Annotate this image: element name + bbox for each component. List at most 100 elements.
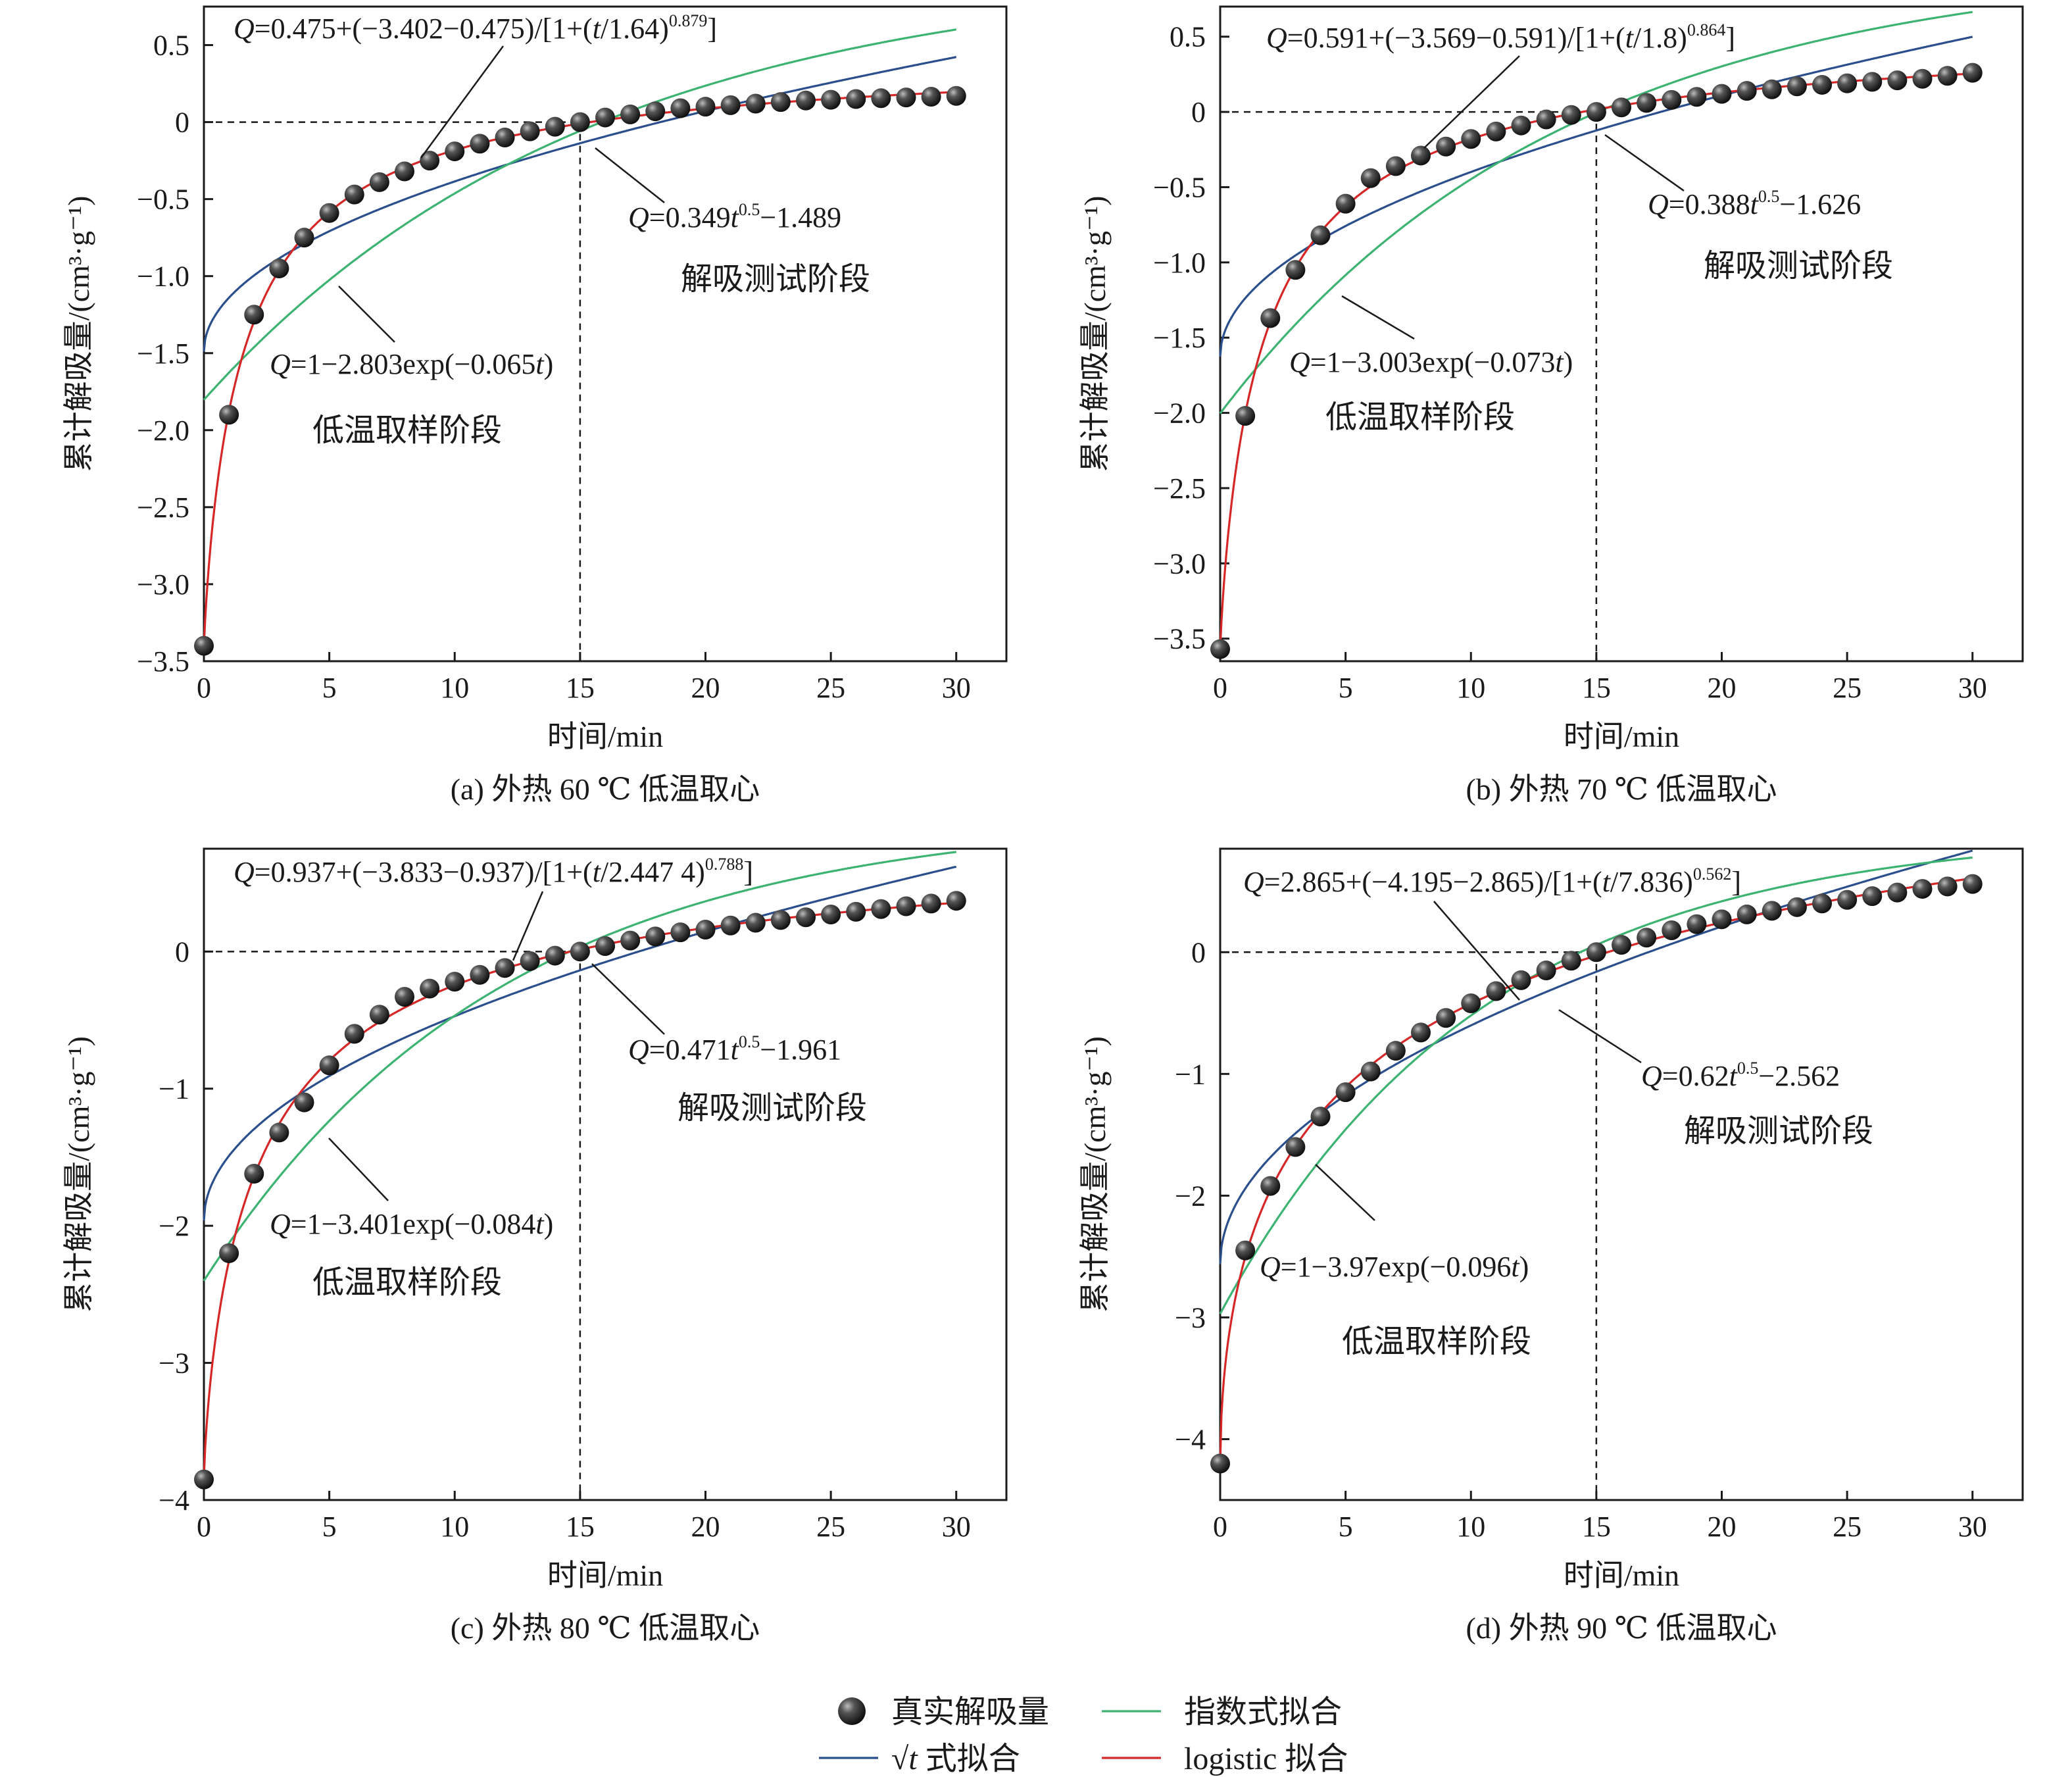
x-tick-label: 5 <box>1339 1511 1353 1543</box>
data-point <box>1285 260 1306 280</box>
data-point <box>570 941 590 962</box>
x-tick-label: 5 <box>1339 672 1353 704</box>
x-tick-label: 15 <box>566 672 595 704</box>
data-point <box>1887 882 1908 903</box>
data-point <box>470 134 490 154</box>
y-tick-label: −3.5 <box>137 645 189 678</box>
data-point <box>1787 897 1807 917</box>
x-tick-label: 0 <box>197 672 211 704</box>
y-tick-label: 0 <box>1191 96 1206 128</box>
data-point <box>1586 102 1606 122</box>
exp-leader-line <box>1315 1164 1375 1221</box>
data-point <box>520 121 540 141</box>
sqrt-fit-curve <box>203 56 957 352</box>
data-point <box>921 86 941 107</box>
x-tick-label: 0 <box>1213 1511 1227 1543</box>
data-point <box>1210 639 1230 659</box>
y-tick-label: −1.0 <box>1153 247 1206 279</box>
data-point <box>1561 105 1581 125</box>
x-tick-label: 20 <box>691 1511 720 1543</box>
y-tick-label: −2 <box>1175 1180 1206 1212</box>
exp-leader-line <box>1341 295 1415 340</box>
x-axis-label: 时间/min <box>547 720 663 753</box>
data-point <box>1210 1453 1230 1474</box>
x-tick-label: 25 <box>1833 672 1862 704</box>
data-point <box>720 915 741 936</box>
data-point <box>846 901 866 922</box>
data-point <box>921 893 941 914</box>
data-point <box>745 93 766 114</box>
data-point <box>695 97 716 117</box>
data-point <box>645 926 666 947</box>
data-point <box>871 899 891 919</box>
data-point <box>946 891 966 911</box>
data-point <box>1937 66 1958 86</box>
legend: 真实解吸量 指数式拟合 √t 式拟合 logistic 拟合 <box>819 1695 1348 1776</box>
data-point <box>1536 109 1556 130</box>
data-point <box>821 89 841 110</box>
data-point <box>420 151 440 171</box>
y-axis-label: 累计解吸量/(cm³·g⁻¹) <box>62 196 95 472</box>
data-point <box>269 1122 289 1143</box>
x-tick-label: 5 <box>322 1511 337 1543</box>
data-point <box>520 951 540 971</box>
data-point <box>1862 72 1883 92</box>
x-tick-label: 10 <box>1456 672 1485 704</box>
x-tick-label: 15 <box>1582 1511 1611 1543</box>
y-tick-label: 0.5 <box>1170 21 1206 53</box>
data-point <box>445 972 465 992</box>
data-point <box>344 1024 364 1044</box>
sqrt-equation: Q=0.349t0.5−1.489 <box>628 200 841 234</box>
sqrt-equation: Q=0.62t0.5−2.562 <box>1641 1059 1840 1092</box>
data-point <box>269 259 289 278</box>
data-point <box>1637 928 1657 948</box>
y-tick-label: −1.5 <box>137 338 189 370</box>
y-tick-label: −1.0 <box>137 261 189 293</box>
logistic-equation: Q=0.591+(−3.569−0.591)/[1+(t/1.8)0.864] <box>1266 20 1735 54</box>
data-point <box>871 88 891 109</box>
data-point <box>645 101 666 122</box>
chart-panel-d: 0 5 10 15 20 25 30 −4 −3 −2 −1 0 时间/min 累计解吸量/(cm³·g⁻… <box>1078 847 2024 1645</box>
x-tick-label: 30 <box>942 1511 971 1543</box>
data-point <box>1486 981 1506 1001</box>
data-point <box>1912 68 1933 89</box>
data-point <box>1812 74 1832 95</box>
exp-leader-line <box>328 1138 389 1201</box>
panel-caption: (d) 外热 90 ℃ 低温取心 <box>1466 1611 1777 1645</box>
data-point <box>1235 1240 1256 1261</box>
data-point <box>495 958 515 978</box>
x-tick-label: 20 <box>1708 1511 1737 1543</box>
y-tick-label: −2.0 <box>137 414 189 447</box>
x-tick-label: 0 <box>197 1511 211 1543</box>
data-point <box>1586 942 1606 963</box>
data-point <box>1812 893 1832 914</box>
panel-caption: (c) 外热 80 ℃ 低温取心 <box>451 1611 760 1645</box>
x-tick-label: 15 <box>1582 672 1611 704</box>
data-point <box>1837 73 1858 93</box>
logistic-leader-line <box>1433 901 1520 1001</box>
data-point <box>946 86 966 106</box>
sqrt-leader-line <box>591 963 665 1035</box>
y-tick-label: −1.5 <box>1153 322 1206 354</box>
x-tick-label: 10 <box>1456 1511 1485 1543</box>
y-tick-label: −4 <box>1175 1423 1206 1455</box>
low-temp-sampling-stage-label: 低温取样阶段 <box>312 413 502 448</box>
low-temp-sampling-stage-label: 低温取样阶段 <box>1325 400 1515 435</box>
data-point <box>1360 1061 1381 1082</box>
data-point <box>1511 115 1531 136</box>
data-point <box>1962 874 1983 894</box>
exp-leader-line <box>338 286 395 343</box>
data-point <box>1310 1107 1331 1127</box>
data-point <box>194 1469 214 1489</box>
data-point <box>445 141 465 162</box>
desorption-test-stage-label: 解吸测试阶段 <box>681 262 870 297</box>
legend-points-marker <box>838 1697 866 1725</box>
data-point <box>896 88 916 108</box>
y-tick-label: −1 <box>159 1073 189 1105</box>
data-point <box>770 910 791 930</box>
y-tick-label: 0 <box>175 107 189 139</box>
data-point <box>1687 87 1707 107</box>
data-point <box>1335 1082 1356 1103</box>
data-point <box>1737 81 1757 101</box>
y-tick-label: −3.0 <box>1153 547 1206 580</box>
